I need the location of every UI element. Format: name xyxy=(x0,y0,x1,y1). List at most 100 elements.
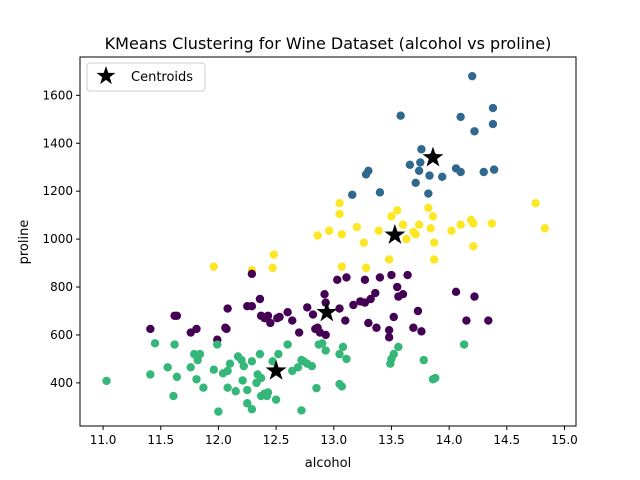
data-point xyxy=(364,318,373,328)
data-point xyxy=(403,270,412,280)
data-point xyxy=(321,346,330,355)
y-tick-label: 400 xyxy=(50,376,73,390)
data-point xyxy=(263,311,273,320)
data-point xyxy=(374,226,383,235)
data-point xyxy=(417,327,426,336)
data-point xyxy=(313,231,322,240)
y-tick-label: 1600 xyxy=(42,88,73,102)
data-point xyxy=(402,234,411,244)
centroid-star-icon xyxy=(384,224,406,244)
data-point xyxy=(169,391,178,401)
data-point xyxy=(247,357,257,366)
data-point xyxy=(333,275,342,285)
data-point xyxy=(540,224,550,233)
data-point xyxy=(255,294,265,304)
data-point xyxy=(429,238,439,247)
data-point xyxy=(384,325,394,335)
data-point xyxy=(283,340,292,349)
legend: Centroids xyxy=(86,62,206,92)
data-point xyxy=(469,219,478,228)
data-point xyxy=(102,376,111,386)
data-point xyxy=(146,370,155,379)
data-point xyxy=(360,275,370,285)
data-point xyxy=(269,250,278,259)
data-point xyxy=(335,349,344,359)
data-point xyxy=(297,406,306,415)
data-point xyxy=(424,189,433,198)
data-point xyxy=(531,198,540,208)
data-point xyxy=(429,255,439,264)
data-point xyxy=(209,262,218,271)
data-point xyxy=(294,328,304,337)
data-point xyxy=(411,178,420,187)
x-tick-label: 13.0 xyxy=(320,433,347,447)
data-point xyxy=(425,171,434,180)
data-point xyxy=(456,220,465,229)
x-tick-label: 11.5 xyxy=(147,433,174,447)
data-points xyxy=(102,71,550,416)
data-point xyxy=(223,383,232,392)
chart-title: KMeans Clustering for Wine Dataset (alco… xyxy=(105,34,552,53)
data-point xyxy=(389,349,398,359)
data-point xyxy=(186,363,195,372)
data-point xyxy=(223,304,232,313)
centroid-star-icon xyxy=(422,146,444,167)
y-tick-label: 1000 xyxy=(42,232,73,246)
data-point xyxy=(470,292,479,301)
data-point xyxy=(192,375,201,384)
data-point xyxy=(488,103,498,113)
x-tick-label: 11.0 xyxy=(90,433,117,447)
data-point xyxy=(271,395,281,404)
data-point xyxy=(308,310,318,319)
plot-frame xyxy=(79,56,577,427)
legend-star-icon xyxy=(96,66,116,85)
data-point xyxy=(283,307,292,317)
data-point xyxy=(426,224,435,233)
data-point xyxy=(488,119,498,129)
data-point xyxy=(361,263,371,273)
data-point xyxy=(359,238,368,247)
x-axis: 11.0 11.5 12.0 12.5 13.0 13.5 14.0 14.5 15.0 xyxy=(90,426,578,447)
data-point xyxy=(170,340,179,349)
data-point xyxy=(387,212,396,221)
data-point xyxy=(195,349,205,359)
data-point xyxy=(172,372,182,382)
data-point xyxy=(268,357,277,366)
y-axis-label: proline xyxy=(17,220,32,265)
data-point xyxy=(484,316,493,325)
data-point xyxy=(307,361,317,371)
data-point xyxy=(456,112,465,122)
data-point xyxy=(288,316,297,325)
data-point xyxy=(384,333,394,342)
data-point xyxy=(431,373,440,383)
data-point xyxy=(349,300,358,310)
data-point xyxy=(396,111,405,120)
y-tick-label: 600 xyxy=(50,328,73,342)
data-point xyxy=(312,383,321,393)
data-point xyxy=(268,263,277,273)
data-point xyxy=(470,127,479,136)
centroid-star-icon xyxy=(265,359,287,380)
data-point xyxy=(479,167,488,177)
y-axis: 400 600 800 1000 1200 1400 1600 xyxy=(42,88,80,390)
data-point xyxy=(222,324,231,334)
data-point xyxy=(256,373,266,383)
data-point xyxy=(172,311,182,320)
data-point xyxy=(375,273,385,282)
data-point xyxy=(150,339,160,348)
data-point xyxy=(366,294,375,304)
data-point xyxy=(459,340,469,349)
data-point xyxy=(209,365,218,374)
data-point xyxy=(438,172,447,182)
x-tick-label: 12.5 xyxy=(263,433,290,447)
data-point xyxy=(361,170,371,179)
data-point xyxy=(303,303,312,312)
data-point xyxy=(275,312,284,322)
plot-frame-fill xyxy=(80,57,576,426)
x-tick-label: 15.0 xyxy=(551,433,578,447)
data-point xyxy=(469,242,478,251)
centroid-markers xyxy=(265,146,444,380)
y-tick-label: 1400 xyxy=(42,136,73,150)
data-point xyxy=(318,339,327,348)
